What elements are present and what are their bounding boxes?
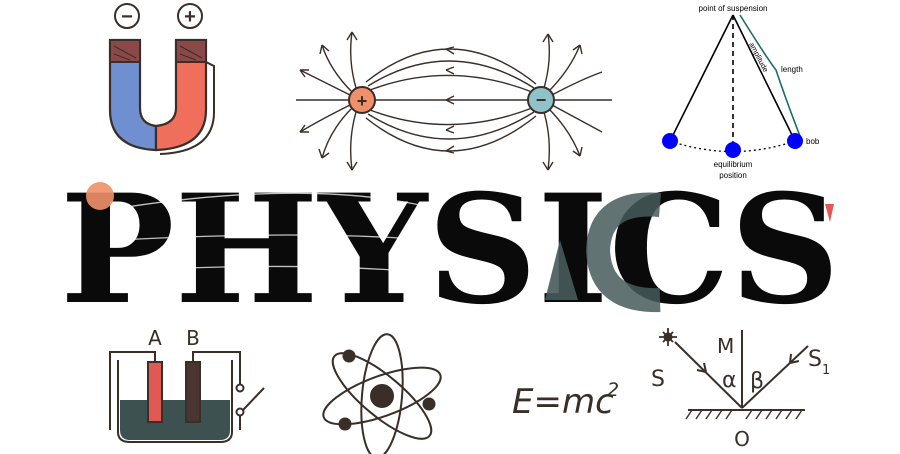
suspension-label: point of suspension xyxy=(699,4,768,13)
equilibrium-label-line2: position xyxy=(719,171,747,180)
light-source-icon xyxy=(659,328,677,346)
field-line xyxy=(349,31,357,89)
field-line xyxy=(543,33,551,89)
electrolysis-cell: A B xyxy=(109,326,265,443)
field-line xyxy=(547,107,581,157)
magnet-minus-sign: − xyxy=(121,6,133,28)
field-line xyxy=(349,111,357,171)
reflected-ray xyxy=(741,345,809,409)
incident-ray xyxy=(674,341,743,409)
field-line xyxy=(365,48,537,85)
cell-beaker xyxy=(117,360,233,443)
field-line xyxy=(551,104,603,133)
switch-contact-top xyxy=(235,383,245,393)
title-c-accent xyxy=(585,192,661,313)
field-line xyxy=(321,107,353,159)
formula-exponent: 2 xyxy=(607,379,619,401)
electrode-a-label: A xyxy=(148,326,162,350)
horseshoe-magnet: − + xyxy=(108,3,215,155)
field-line xyxy=(299,104,351,133)
title-red-tip xyxy=(825,204,834,222)
reflected-label: S xyxy=(808,347,822,372)
electron xyxy=(342,349,356,363)
minus-terminal-icon xyxy=(114,3,140,29)
field-line xyxy=(547,44,581,93)
field-line xyxy=(551,71,603,96)
title-accent-overlay xyxy=(545,240,578,300)
reflection-diagram: S M α β S 1 O xyxy=(651,328,830,451)
pendulum-right-string xyxy=(732,14,796,142)
orbit-2 xyxy=(331,352,433,440)
field-line xyxy=(369,107,533,126)
field-line xyxy=(367,111,535,140)
pendulum-bob-left xyxy=(662,133,678,149)
electron xyxy=(422,397,436,411)
field-line xyxy=(321,44,353,93)
positive-charge-label: + xyxy=(357,91,368,111)
formula: E=mc 2 xyxy=(512,379,619,422)
atom-icon xyxy=(322,333,442,454)
length-bracket xyxy=(739,14,801,137)
field-line xyxy=(367,60,535,89)
title-field-overlay xyxy=(119,192,431,273)
electrode-b-label: B xyxy=(186,326,200,350)
field-line xyxy=(299,69,351,96)
length-label: length xyxy=(781,65,803,74)
magnet-red-arm xyxy=(154,38,208,152)
electron xyxy=(338,417,352,431)
page-title: PHYSICS xyxy=(60,162,840,338)
electric-field-diagram: + − xyxy=(296,31,612,171)
plus-terminal-icon xyxy=(177,3,203,29)
bob-label: bob xyxy=(806,137,820,146)
equilibrium-label-line1: equilibrium xyxy=(714,160,753,169)
normal-label: M xyxy=(717,334,734,358)
negative-charge-label: − xyxy=(536,90,547,110)
positive-charge xyxy=(348,86,376,114)
nucleus xyxy=(370,384,394,408)
electrode-a xyxy=(147,361,163,423)
pendulum-bob-right xyxy=(787,133,803,149)
alpha-angle-label: α xyxy=(722,368,737,393)
pendulum-bob-center xyxy=(725,142,741,158)
title-block: PHYSICS xyxy=(60,162,840,338)
cell-liquid xyxy=(120,400,230,440)
pendulum-diagram: point of suspension amplitude length bob… xyxy=(662,4,820,180)
magnet-blue-tip xyxy=(109,39,141,63)
field-line xyxy=(543,111,551,171)
reflected-label-subscript: 1 xyxy=(822,363,830,378)
switch-lever xyxy=(242,387,265,411)
orbit-3 xyxy=(360,333,404,454)
negative-charge xyxy=(527,86,555,114)
cell-wire xyxy=(109,351,241,430)
electrode-b xyxy=(185,361,201,423)
switch-contact-bottom xyxy=(235,407,245,417)
source-label: S xyxy=(651,367,665,392)
field-line xyxy=(365,115,537,152)
pendulum-left-string xyxy=(669,14,734,142)
orbit-1 xyxy=(322,366,442,426)
magnet-plus-sign: + xyxy=(184,6,196,28)
title-positive-charge-overlay xyxy=(86,182,114,210)
beta-angle-label: β xyxy=(750,369,764,394)
magnet-red-tip xyxy=(175,39,207,63)
field-line xyxy=(369,74,533,93)
mirror-hatching xyxy=(685,409,803,420)
formula-base: E=mc xyxy=(512,382,614,422)
origin-label: O xyxy=(734,427,750,451)
